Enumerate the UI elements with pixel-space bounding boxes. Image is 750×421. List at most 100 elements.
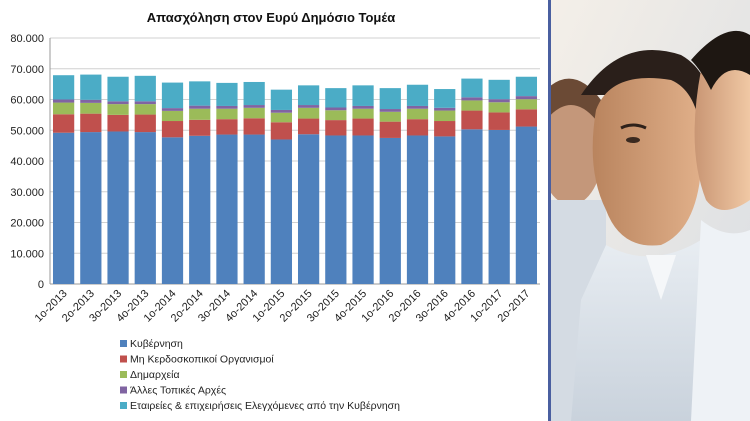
- bar-segment: [461, 78, 483, 98]
- legend: Κυβέρνηση Μη Κερδοσκοπικοί Οργανισμοί Δημα…: [120, 338, 400, 412]
- bar-segment: [134, 114, 156, 133]
- bar-segment: [488, 112, 510, 130]
- bar-segment: [161, 82, 184, 109]
- bar-segment: [515, 99, 538, 110]
- bar-segment: [406, 108, 429, 120]
- bar-segment: [434, 121, 456, 137]
- legend-swatch: [120, 402, 127, 409]
- bar-segment: [434, 110, 456, 122]
- bar-segment: [189, 135, 211, 284]
- bar-segment: [434, 136, 456, 284]
- legend-swatch: [120, 386, 127, 394]
- bar-segment: [379, 121, 401, 138]
- grid-layer: [49, 37, 540, 285]
- bar-segment: [352, 118, 374, 136]
- bar-segment: [161, 110, 184, 122]
- legend-swatch: [120, 355, 127, 363]
- bar-segment: [488, 99, 510, 103]
- y-tick-label: 60.000: [10, 95, 44, 107]
- bar-segment: [434, 107, 456, 111]
- bar-segment: [161, 137, 184, 284]
- bar-segment: [515, 126, 538, 284]
- bar-segment: [80, 132, 102, 284]
- legend-label: Εταιρείες & επιχειρήσεις Ελεγχόμενες από…: [130, 400, 400, 412]
- bar-segment: [297, 134, 320, 284]
- bar-segment: [243, 107, 265, 119]
- bar-segment: [161, 121, 184, 138]
- bar-segment: [488, 79, 510, 100]
- bar-segment: [52, 132, 75, 284]
- bar-segment: [134, 101, 156, 105]
- bar-segment: [515, 109, 538, 127]
- bar-segment: [352, 105, 374, 109]
- bar-segment: [325, 135, 347, 284]
- bar-segment: [297, 105, 320, 108]
- bar-segment: [52, 114, 75, 133]
- bar-segment: [461, 100, 483, 111]
- bar-segment: [52, 75, 75, 100]
- bar-segment: [379, 111, 401, 122]
- bar-segment: [80, 113, 102, 133]
- bar-segment: [52, 102, 75, 115]
- bar-segment: [461, 110, 483, 130]
- bar-segment: [189, 119, 211, 136]
- bar-segment: [406, 135, 429, 284]
- bar-segment: [379, 137, 401, 284]
- y-tick-label: 10.000: [10, 248, 44, 260]
- bar-segment: [216, 82, 238, 106]
- bar-segment: [325, 110, 347, 121]
- bar-segment: [325, 107, 347, 111]
- bar-segment: [352, 108, 374, 119]
- bar-segment: [270, 112, 293, 123]
- bar-segment: [379, 88, 401, 110]
- bar-segment: [107, 131, 129, 284]
- chart-panel: Απασχόληση στον Ευρύ Δημόσιο Τομέα 0 10.0…: [10, 10, 540, 412]
- bar-segment: [406, 119, 429, 136]
- bar-segment: [515, 96, 538, 100]
- bar-segment: [325, 88, 347, 108]
- business-people-photo: [551, 0, 750, 421]
- bar-segment: [406, 105, 429, 109]
- bar-segment: [216, 105, 238, 109]
- bar-segment: [243, 81, 265, 106]
- bar-segment: [461, 97, 483, 101]
- bar-segment: [134, 75, 156, 102]
- bar-segment: [352, 135, 374, 284]
- legend-label: Δημαρχεία: [130, 369, 180, 381]
- y-tick-label: 70.000: [10, 64, 44, 76]
- bar-segment: [134, 104, 156, 115]
- bar-segment: [189, 105, 211, 109]
- legend-label: Κυβέρνηση: [130, 338, 183, 350]
- bar-segment: [107, 76, 129, 102]
- y-tick-label: 80.000: [10, 33, 44, 45]
- bar-segment: [434, 89, 456, 108]
- bar-segment: [107, 101, 129, 105]
- bar-segment: [80, 74, 102, 100]
- bar-segment: [270, 109, 293, 113]
- y-tick-label: 0: [38, 279, 44, 291]
- bar-segment: [161, 108, 184, 111]
- bar-segment: [325, 120, 347, 136]
- bar-segment: [379, 109, 401, 112]
- bar-segment: [216, 119, 238, 135]
- bars: [52, 74, 538, 284]
- legend-label: Μη Κερδοσκοπικοί Οργανισμοί: [130, 354, 274, 366]
- bar-segment: [297, 85, 320, 106]
- legend-label: Άλλες Τοπικές Αρχές: [130, 385, 226, 397]
- bar-segment: [216, 134, 238, 284]
- bar-segment: [297, 118, 320, 135]
- y-tick-label: 50.000: [10, 125, 44, 137]
- legend-swatch: [120, 371, 127, 378]
- bar-segment: [270, 139, 293, 284]
- y-tick-label: 40.000: [10, 156, 44, 168]
- chart-title: Απασχόληση στον Ευρύ Δημόσιο Τομέα: [147, 10, 396, 25]
- y-axis-ticks: 0 10.000 20.000 30.000 40.000 50.000 60.000 70.…: [10, 33, 44, 291]
- bar-segment: [189, 108, 211, 120]
- bar-segment: [107, 114, 129, 132]
- y-tick-label: 30.000: [10, 187, 44, 199]
- stacked-bar-chart: Απασχόληση στον Ευρύ Δημόσιο Τομέα 0 10.0…: [10, 10, 540, 412]
- bar-segment: [515, 76, 538, 97]
- bar-segment: [270, 89, 293, 110]
- bar-segment: [134, 132, 156, 284]
- bar-segment: [406, 84, 429, 106]
